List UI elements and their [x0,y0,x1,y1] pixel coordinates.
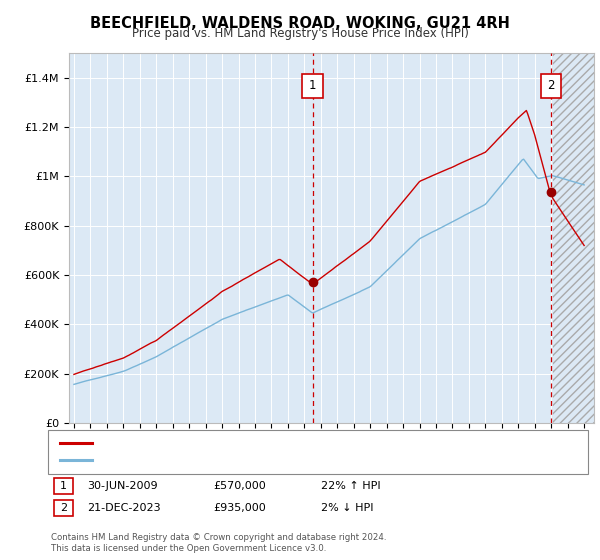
Text: BEECHFIELD, WALDENS ROAD, WOKING, GU21 4RH (detached house): BEECHFIELD, WALDENS ROAD, WOKING, GU21 4… [97,438,437,449]
Text: 1: 1 [60,481,67,491]
Text: 2: 2 [547,80,554,92]
Text: Price paid vs. HM Land Registry's House Price Index (HPI): Price paid vs. HM Land Registry's House … [131,27,469,40]
Text: £935,000: £935,000 [213,503,266,513]
Text: HPI: Average price, detached house, Woking: HPI: Average price, detached house, Woki… [97,455,313,465]
Text: BEECHFIELD, WALDENS ROAD, WOKING, GU21 4RH: BEECHFIELD, WALDENS ROAD, WOKING, GU21 4… [90,16,510,31]
Text: 30-JUN-2009: 30-JUN-2009 [87,481,158,491]
Text: 2: 2 [60,503,67,513]
Bar [553,53,594,423]
Text: £570,000: £570,000 [213,481,266,491]
Text: 1: 1 [309,80,316,92]
Text: 21-DEC-2023: 21-DEC-2023 [87,503,161,513]
Text: 22% ↑ HPI: 22% ↑ HPI [321,481,380,491]
Text: 2% ↓ HPI: 2% ↓ HPI [321,503,373,513]
Text: Contains HM Land Registry data © Crown copyright and database right 2024.
This d: Contains HM Land Registry data © Crown c… [51,533,386,553]
Bar [553,53,594,423]
